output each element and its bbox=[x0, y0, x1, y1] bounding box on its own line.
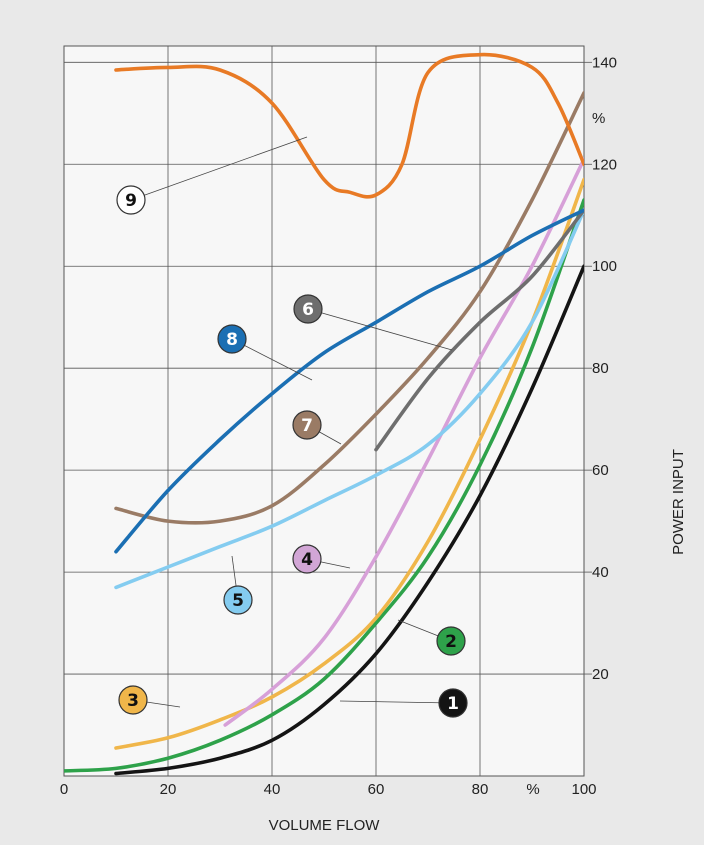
y-axis-label: POWER INPUT bbox=[670, 449, 687, 555]
y-unit-label: % bbox=[592, 110, 605, 127]
series-lines bbox=[64, 52, 584, 776]
series-badge-circle bbox=[223, 585, 253, 615]
series-badge-6: 6 bbox=[293, 294, 323, 324]
series-line-8 bbox=[114, 208, 584, 554]
leader-line-8 bbox=[231, 338, 313, 381]
x-unit-label: % bbox=[526, 781, 539, 798]
y-tick-label: 120 bbox=[592, 156, 617, 173]
x-tick-label: 20 bbox=[160, 781, 177, 798]
x-tick-label: 60 bbox=[368, 781, 385, 798]
x-tick-label: 100 bbox=[571, 781, 596, 798]
series-badge-circle bbox=[118, 685, 148, 715]
series-badge-4: 4 bbox=[292, 544, 322, 574]
series-badge-label: 8 bbox=[226, 330, 238, 350]
series-badge-circle bbox=[438, 688, 468, 718]
series-badge-8: 8 bbox=[217, 324, 247, 354]
series-badge-7: 7 bbox=[292, 410, 322, 440]
series-line-5 bbox=[114, 208, 584, 590]
y-tick-label: 100 bbox=[592, 258, 617, 275]
series-line-2 bbox=[64, 198, 584, 773]
y-tick-label: 80 bbox=[592, 360, 609, 377]
x-tick-label: 80 bbox=[472, 781, 489, 798]
y-tick-label: 140 bbox=[592, 54, 617, 71]
leader-line-1 bbox=[339, 700, 454, 704]
x-axis-ticks: 0 20 40 60 80 100 bbox=[60, 781, 597, 798]
series-badge-2: 2 bbox=[436, 626, 466, 656]
series-line-6 bbox=[374, 208, 584, 452]
series-badge-label: 4 bbox=[301, 550, 313, 570]
series-line-1 bbox=[114, 264, 584, 776]
series-badge-circle bbox=[436, 626, 466, 656]
x-axis-label: VOLUME FLOW bbox=[269, 817, 381, 834]
y-tick-label: 60 bbox=[592, 462, 609, 479]
y-axis-ticks: 20 40 60 80 100 120 140 bbox=[592, 54, 617, 683]
plot-frame bbox=[63, 45, 585, 777]
series-badge-label: 2 bbox=[445, 632, 457, 652]
series-badges: 1 2 3 4 5 6 7 8 9 bbox=[116, 185, 468, 718]
series-badge-label: 9 bbox=[125, 191, 137, 211]
series-badge-label: 3 bbox=[127, 691, 139, 711]
series-badge-circle bbox=[293, 294, 323, 324]
x-tick-label: 40 bbox=[264, 781, 281, 798]
series-badge-circle bbox=[217, 324, 247, 354]
y-tick-label: 40 bbox=[592, 564, 609, 581]
series-badge-label: 5 bbox=[232, 591, 244, 611]
leader-line-9 bbox=[130, 136, 308, 201]
series-badge-3: 3 bbox=[118, 685, 148, 715]
series-line-4 bbox=[223, 157, 584, 727]
y-tick-label: 20 bbox=[592, 666, 609, 683]
series-badge-circle bbox=[292, 544, 322, 574]
series-badge-1: 1 bbox=[438, 688, 468, 718]
series-badge-label: 7 bbox=[301, 416, 313, 436]
series-line-3 bbox=[114, 177, 584, 750]
series-line-7 bbox=[114, 91, 584, 525]
series-badge-label: 1 bbox=[447, 694, 459, 714]
series-line-9 bbox=[114, 52, 584, 199]
grid bbox=[63, 45, 592, 777]
series-badge-label: 6 bbox=[302, 300, 314, 320]
series-badge-5: 5 bbox=[223, 585, 253, 615]
leader-line-6 bbox=[307, 308, 453, 351]
x-tick-label: 0 bbox=[60, 781, 68, 798]
series-badge-circle bbox=[116, 185, 146, 215]
series-badge-9: 9 bbox=[116, 185, 146, 215]
series-badge-circle bbox=[292, 410, 322, 440]
